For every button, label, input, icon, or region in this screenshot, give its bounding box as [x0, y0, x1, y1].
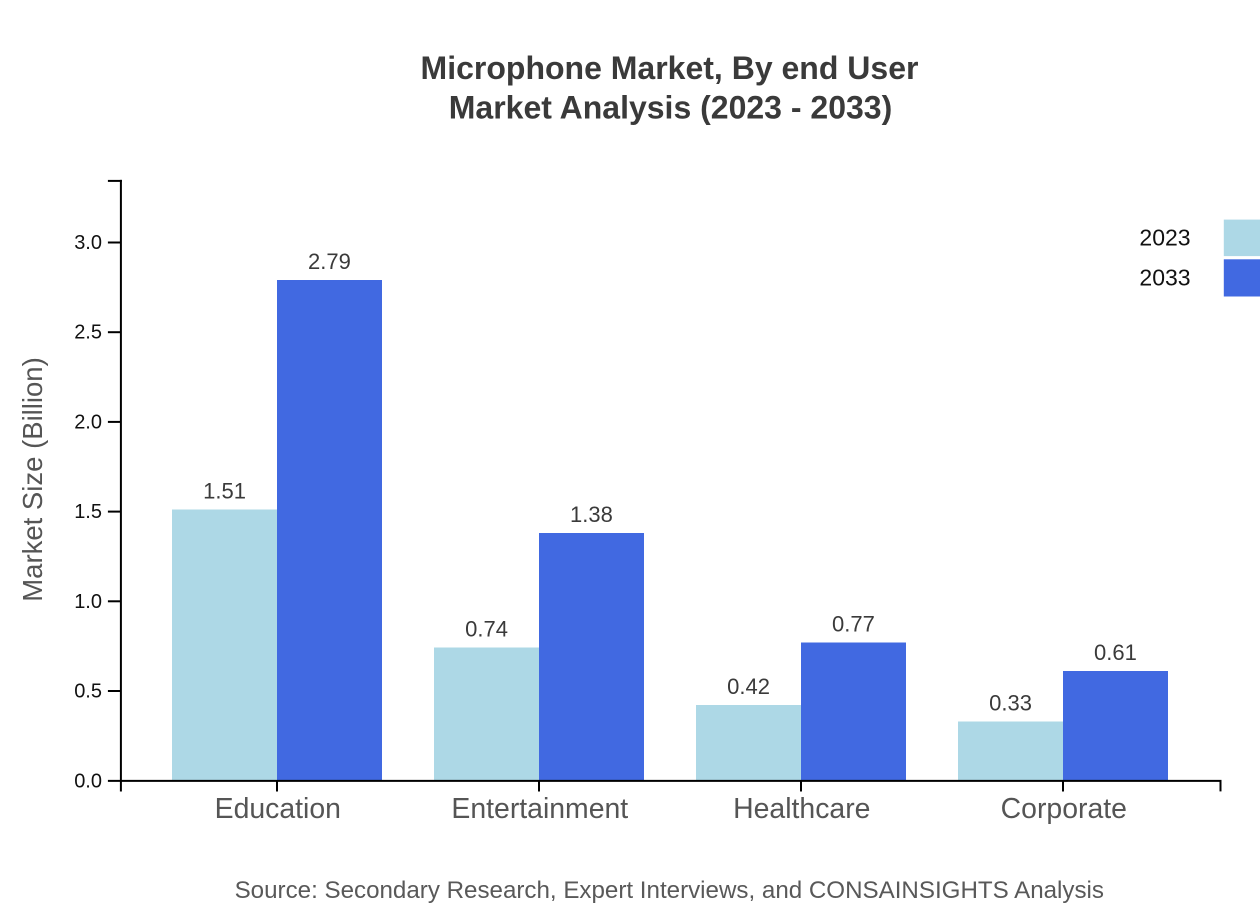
svg-text:Healthcare: Healthcare: [733, 793, 870, 825]
svg-text:Market Analysis (2023 - 2033): Market Analysis (2023 - 2033): [449, 90, 893, 126]
svg-text:Education: Education: [215, 793, 341, 825]
svg-text:0.33: 0.33: [989, 690, 1032, 715]
svg-text:0.77: 0.77: [832, 611, 875, 636]
svg-text:Corporate: Corporate: [1001, 793, 1127, 825]
svg-text:0.61: 0.61: [1094, 640, 1137, 665]
svg-text:1.5: 1.5: [74, 501, 102, 523]
svg-text:3.0: 3.0: [74, 232, 102, 254]
svg-text:0.5: 0.5: [74, 681, 102, 703]
svg-text:2.0: 2.0: [74, 411, 102, 433]
svg-text:Entertainment: Entertainment: [451, 793, 628, 825]
svg-text:2.79: 2.79: [308, 249, 351, 274]
svg-text:Market Size (Billion): Market Size (Billion): [17, 357, 48, 602]
svg-text:0.0: 0.0: [74, 770, 102, 792]
svg-text:1.38: 1.38: [570, 502, 613, 527]
svg-text:Microphone Market, By end User: Microphone Market, By end User: [421, 50, 919, 86]
svg-text:1.51: 1.51: [203, 479, 246, 504]
svg-text:2.5: 2.5: [74, 322, 102, 344]
svg-text:1.0: 1.0: [74, 591, 102, 613]
svg-text:0.42: 0.42: [727, 674, 770, 699]
svg-text:2023: 2023: [1139, 225, 1190, 251]
svg-text:0.74: 0.74: [465, 617, 508, 642]
svg-text:Source: Secondary Research, Ex: Source: Secondary Research, Expert Inter…: [235, 877, 1104, 904]
svg-text:2033: 2033: [1139, 264, 1190, 290]
